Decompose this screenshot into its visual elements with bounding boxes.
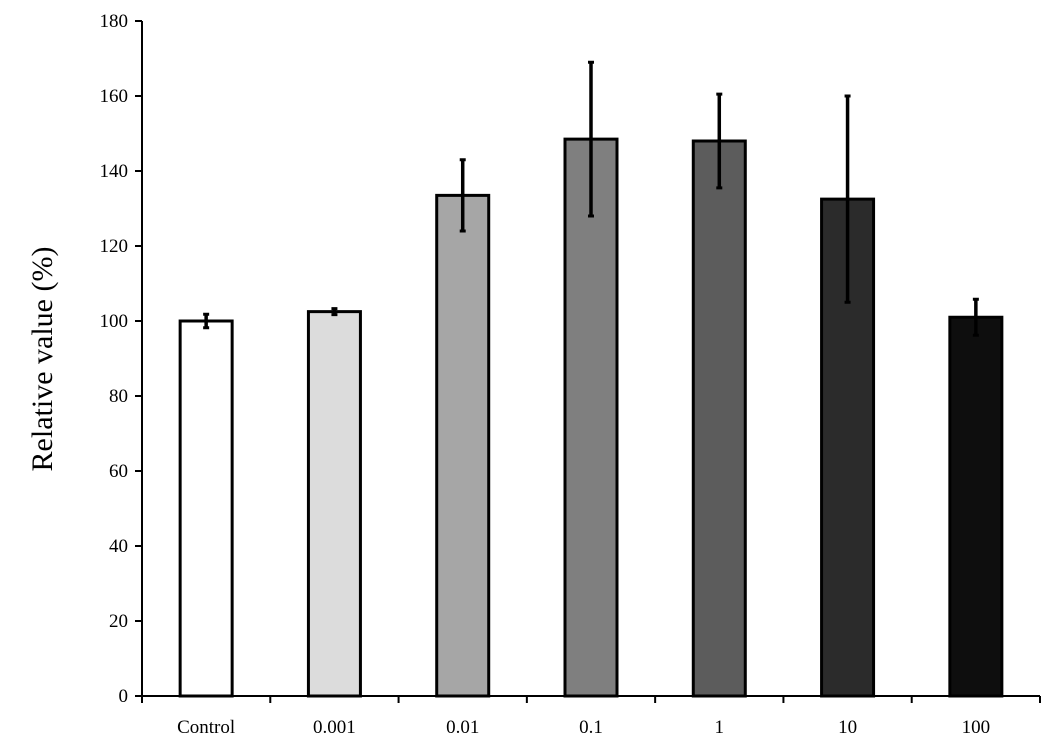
bar-0.1: [563, 137, 619, 698]
bar-0.01: [435, 193, 491, 698]
bar-1: [691, 139, 747, 698]
y-tick-label: 160: [100, 86, 129, 107]
y-tick-label: 180: [100, 11, 129, 32]
y-tick-label: 120: [100, 236, 129, 257]
x-tick-label: 100: [962, 717, 991, 738]
y-tick-label: 0: [119, 686, 129, 707]
y-tick-label: 40: [109, 536, 128, 557]
y-tick-label: 60: [109, 461, 128, 482]
x-tick-label: 0.001: [313, 717, 356, 738]
x-tick-label: Control: [177, 717, 235, 738]
x-tick-label: 0.1: [579, 717, 603, 738]
bar-0.001: [306, 310, 362, 698]
x-tick-label: 1: [715, 717, 725, 738]
x-tick-label: 0.01: [446, 717, 479, 738]
y-axis-title: Relative value (%): [26, 247, 59, 472]
bar-Control: [178, 319, 234, 698]
x-tick-label: 10: [838, 717, 857, 738]
y-tick-label: 80: [109, 386, 128, 407]
y-tick-label: 100: [100, 311, 129, 332]
bar-100: [948, 315, 1004, 698]
y-tick-label: 140: [100, 161, 129, 182]
y-tick-label: 20: [109, 611, 128, 632]
